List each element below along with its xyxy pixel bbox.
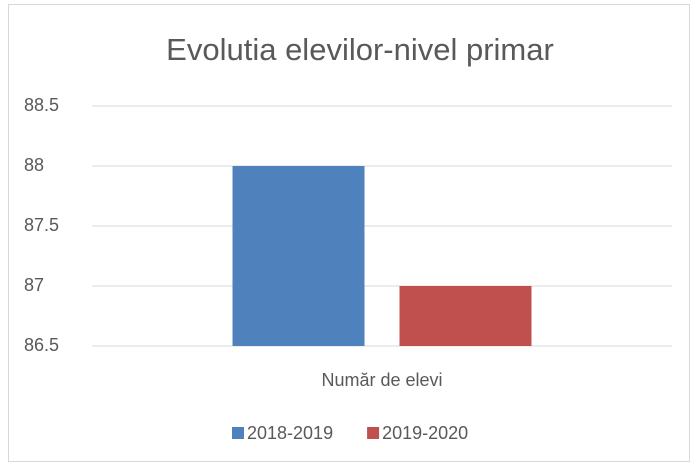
y-tick-label: 88.5 <box>24 95 59 115</box>
bar <box>232 166 365 346</box>
y-tick-label: 88 <box>24 155 44 175</box>
y-tick-label: 87 <box>24 275 44 295</box>
bar <box>399 286 532 346</box>
legend-label: 2019-2020 <box>382 423 468 443</box>
legend-label: 2018-2019 <box>247 423 333 443</box>
y-tick-label: 86.5 <box>24 335 59 355</box>
legend-swatch <box>367 427 380 439</box>
chart-title: Evolutia elevilor-nivel primar <box>166 32 554 67</box>
legend-swatch <box>232 427 244 439</box>
x-tick-label: Număr de elevi <box>321 370 442 390</box>
y-tick-label: 87.5 <box>24 215 59 235</box>
